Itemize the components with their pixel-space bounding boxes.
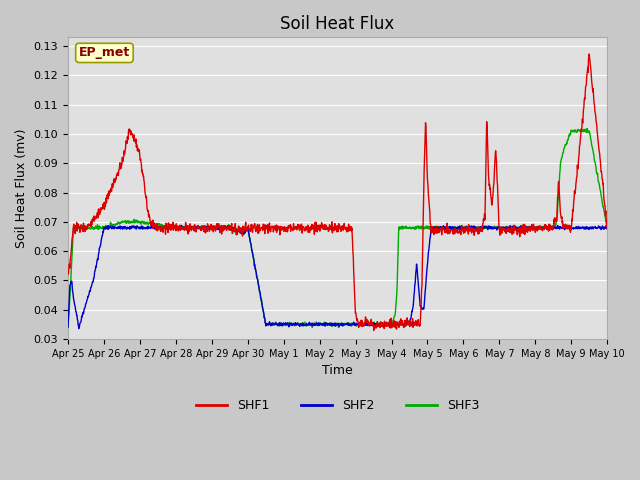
X-axis label: Time: Time <box>322 364 353 377</box>
Text: EP_met: EP_met <box>79 47 130 60</box>
Legend: SHF1, SHF2, SHF3: SHF1, SHF2, SHF3 <box>191 394 484 417</box>
Y-axis label: Soil Heat Flux (mv): Soil Heat Flux (mv) <box>15 128 28 248</box>
Title: Soil Heat Flux: Soil Heat Flux <box>280 15 395 33</box>
